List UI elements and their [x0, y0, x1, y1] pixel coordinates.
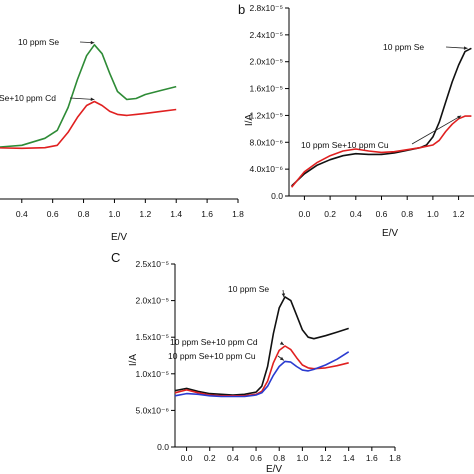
x-tick-label: 0.0: [299, 209, 311, 219]
annotation-arrowhead: [90, 97, 95, 102]
y-tick-label: 1.0x10⁻⁵: [135, 369, 169, 379]
x-tick-label: 1.6: [366, 453, 378, 463]
y-tick-label: 1.5x10⁻⁵: [135, 332, 169, 342]
series-line-3: [174, 351, 350, 398]
y-tick-label: 0.0: [157, 442, 169, 452]
annotation-label: 10 ppm Se: [18, 37, 59, 47]
x-tick-label: 1.4: [170, 209, 182, 219]
y-tick-label: 2.4x10⁻⁵: [249, 30, 283, 40]
x-tick-label: 1.2: [139, 209, 151, 219]
x-tick-label: 0.6: [376, 209, 388, 219]
y-tick-label: 2.8x10⁻⁵: [249, 3, 283, 13]
x-tick-label: 0.2: [204, 453, 216, 463]
x-tick-label: 1.2: [453, 209, 465, 219]
x-axis-label: E/V: [382, 228, 398, 239]
y-tick-label: 8.0x10⁻⁶: [249, 137, 283, 147]
y-tick-label: 2.5x10⁻⁵: [135, 259, 169, 269]
annotation-arrowhead: [457, 115, 462, 120]
x-tick-label: 0.8: [78, 209, 90, 219]
x-tick-label: 1.0: [296, 453, 308, 463]
x-tick-label: 0.4: [227, 453, 239, 463]
chart-panel-b: 0.0 0.2 0.4 0.6 0.8 1.0 1.2 0.0 4.0x10⁻⁶ 8.0x10⁻⁶…: [238, 2, 474, 239]
annotation-arrowhead: [463, 46, 468, 50]
x-tick-label: 0.8: [401, 209, 413, 219]
annotation-arrowhead: [90, 40, 95, 45]
annotation-label: 10 ppm Se+10 ppm Cu: [301, 140, 389, 150]
annotation-label: 10 ppm Se: [383, 42, 424, 52]
annotation-label: 10 ppm Se+10 ppm Cd: [170, 337, 258, 347]
x-tick-label: 1.2: [320, 453, 332, 463]
annotation-label: 10 ppm Se: [228, 284, 269, 294]
annotation-arrowhead: [279, 341, 284, 345]
x-tick-label: 1.8: [389, 453, 401, 463]
y-tick-label: 5.0x10⁻⁶: [135, 405, 169, 415]
annotation-arrow: [445, 46, 468, 49]
y-axis-label: I/A: [128, 354, 139, 367]
x-tick-label: 0.0: [181, 453, 193, 463]
chart-panel-a: 0.4 0.6 0.8 1.0 1.2 1.4 1.6 1.8 E/V 10 ppm Se Se+1…: [0, 37, 244, 243]
x-tick-label: 0.2: [324, 209, 336, 219]
series-line-1: [0, 44, 177, 148]
x-tick-label: 0.4: [16, 209, 28, 219]
annotation-arrow: [411, 115, 462, 145]
x-tick-label: 0.6: [250, 453, 262, 463]
series-line-2: [290, 115, 472, 188]
x-tick-label: 0.4: [350, 209, 362, 219]
y-tick-label: 0.0: [271, 191, 283, 201]
panel-label: b: [238, 2, 245, 17]
series-line-1: [174, 296, 349, 396]
series-line-1: [291, 47, 472, 187]
x-tick-label: 1.6: [201, 209, 213, 219]
y-tick-label: 2.0x10⁻⁵: [135, 296, 169, 306]
x-tick-label: 1.4: [343, 453, 355, 463]
y-tick-label: 1.6x10⁻⁵: [249, 84, 283, 94]
series-line-2: [0, 100, 177, 150]
x-tick-label: 0.8: [273, 453, 285, 463]
y-axis-label: I/A: [244, 114, 255, 127]
x-axis-label: E/V: [266, 464, 282, 474]
annotation-label: Se+10 ppm Cd: [0, 93, 56, 103]
annotation-arrowhead: [281, 293, 286, 298]
x-tick-label: 0.6: [47, 209, 59, 219]
x-tick-label: 1.0: [427, 209, 439, 219]
panel-label: C: [111, 250, 120, 265]
annotation-arrow: [69, 97, 95, 100]
annotation-label: 10 ppm Se+10 ppm Cu: [168, 351, 256, 361]
chart-panel-c: 0.0 0.2 0.4 0.6 0.8 1.0 1.2 1.4 1.6 1.8 0.0 5.0x10⁻…: [111, 250, 401, 474]
x-tick-label: 1.0: [109, 209, 121, 219]
y-tick-label: 4.0x10⁻⁶: [249, 164, 283, 174]
x-axis-label: E/V: [111, 232, 127, 243]
x-tick-label: 1.8: [232, 209, 244, 219]
y-tick-label: 1.2x10⁻⁵: [249, 110, 283, 120]
annotation-arrowhead: [279, 356, 284, 361]
y-tick-label: 2.0x10⁻⁵: [249, 57, 283, 67]
